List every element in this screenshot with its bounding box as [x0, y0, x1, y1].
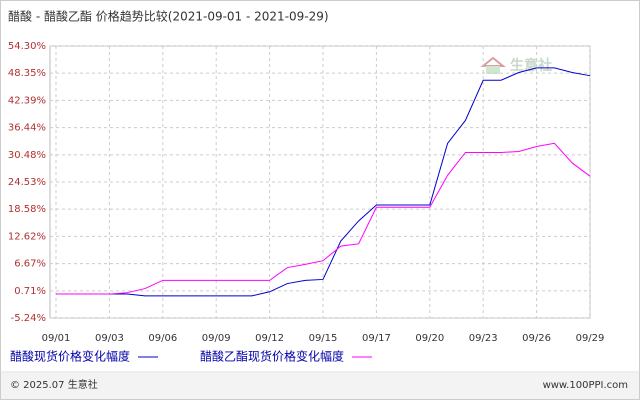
chart-title: 醋酸 - 醋酸乙酯 价格趋势比较(2021-09-01 - 2021-09-29… [8, 9, 329, 24]
legend-label: 醋酸乙酯现货价格变化幅度 [200, 349, 344, 364]
x-tick-label: 09/26 [522, 333, 551, 344]
y-tick-label: 36.44% [8, 123, 46, 134]
footer-copyright: © 2025.07 生意社 [10, 378, 98, 391]
y-tick-label: 18.58% [8, 204, 46, 215]
y-tick-label: 12.62% [8, 231, 46, 242]
x-tick-label: 09/12 [255, 333, 284, 344]
y-tick-label: 24.53% [8, 177, 46, 188]
x-tick-label: 09/03 [95, 333, 124, 344]
y-tick-label: 6.67% [14, 259, 46, 270]
footer-site: www.100PPI.com [543, 380, 628, 391]
x-tick-label: 09/01 [42, 333, 71, 344]
series-line [56, 67, 591, 297]
x-tick-label: 09/15 [309, 333, 338, 344]
x-tick-label: 09/06 [148, 333, 177, 344]
y-tick-label: 48.35% [8, 68, 46, 79]
x-tick-label: 09/23 [469, 333, 498, 344]
x-tick-label: 09/09 [202, 333, 231, 344]
x-tick-label: 09/29 [576, 333, 605, 344]
y-tick-label: 42.39% [8, 95, 46, 106]
x-tick-label: 09/20 [415, 333, 444, 344]
y-tick-label: 0.71% [14, 286, 46, 297]
watermark-logo [480, 56, 506, 74]
y-tick-label: -5.24% [11, 313, 46, 324]
legend-label: 醋酸现货价格变化幅度 [10, 349, 130, 364]
footer-bg [1, 373, 639, 399]
x-tick-label: 09/17 [362, 333, 391, 344]
y-tick-label: 30.48% [8, 150, 46, 161]
y-tick-label: 54.30% [8, 41, 46, 52]
series-line [56, 142, 591, 295]
watermark: 生意社 [510, 57, 552, 74]
